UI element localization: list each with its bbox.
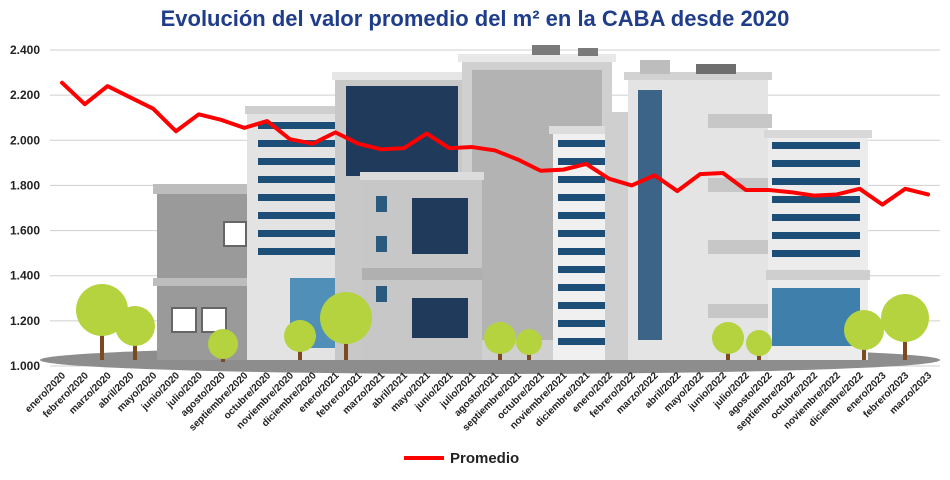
y-tick-label: 1.400 (10, 269, 40, 283)
y-tick-label: 1.600 (10, 224, 40, 238)
building-front (360, 172, 484, 360)
y-tick-label: 1.200 (10, 314, 40, 328)
tree-2 (115, 306, 155, 360)
data-point (288, 137, 292, 141)
data-point (447, 146, 451, 150)
data-point (516, 157, 520, 161)
data-point (630, 183, 634, 187)
data-point (402, 146, 406, 150)
y-tick-label: 2.000 (10, 133, 40, 147)
data-point (698, 172, 702, 176)
data-point (425, 132, 429, 136)
data-point (607, 177, 611, 181)
tree-11 (881, 294, 929, 360)
x-axis-ticks: enero/2020febrero/2020marzo/2020abril/20… (23, 370, 934, 434)
data-point (128, 95, 132, 99)
data-point (60, 81, 64, 85)
tree-1 (76, 284, 128, 360)
data-point (220, 118, 224, 122)
tree-10 (844, 310, 884, 360)
legend: Promedio (404, 447, 519, 469)
data-point (789, 190, 793, 194)
data-point (174, 129, 178, 133)
data-point (880, 203, 884, 207)
tree-9 (746, 330, 772, 360)
legend-label: Promedio (450, 449, 520, 467)
y-axis-ticks: 2.400 2.200 2.000 1.800 1.600 1.400 1.200 1.000 (10, 43, 40, 373)
data-point (197, 112, 201, 116)
y-tick-label: 1.000 (10, 359, 40, 373)
data-point (858, 187, 862, 191)
tree-8 (712, 322, 744, 360)
y-tick-label: 2.200 (10, 88, 40, 102)
data-point (539, 169, 543, 173)
tree-6 (484, 322, 516, 360)
data-point (242, 126, 246, 130)
data-point (835, 192, 839, 196)
data-point (653, 173, 657, 177)
data-point (584, 162, 588, 166)
tree-5 (320, 292, 372, 360)
data-point (83, 102, 87, 106)
city-buildings-illustration (40, 45, 940, 374)
data-point (311, 142, 315, 146)
data-point (744, 188, 748, 192)
data-point (151, 107, 155, 111)
data-point (903, 187, 907, 191)
data-point (926, 192, 930, 196)
legend-swatch (404, 456, 444, 460)
data-point (766, 188, 770, 192)
tree-7 (516, 329, 542, 360)
chart-title: Evolución del valor promedio del m² en l… (160, 6, 790, 31)
series-promedio (60, 80, 930, 207)
data-point (561, 168, 565, 172)
y-tick-label: 1.800 (10, 178, 40, 192)
building-striped-right (764, 130, 872, 360)
data-point (379, 147, 383, 151)
building-right-tall (624, 60, 772, 360)
data-point (333, 130, 337, 134)
tree-3 (208, 329, 238, 362)
data-point (493, 148, 497, 152)
data-point (265, 119, 269, 123)
data-point (470, 145, 474, 149)
data-point (675, 189, 679, 193)
data-point (721, 171, 725, 175)
data-point (812, 194, 816, 198)
tree-4 (284, 320, 316, 360)
y-tick-label: 2.400 (10, 43, 40, 57)
data-point (356, 142, 360, 146)
data-point (106, 84, 110, 88)
